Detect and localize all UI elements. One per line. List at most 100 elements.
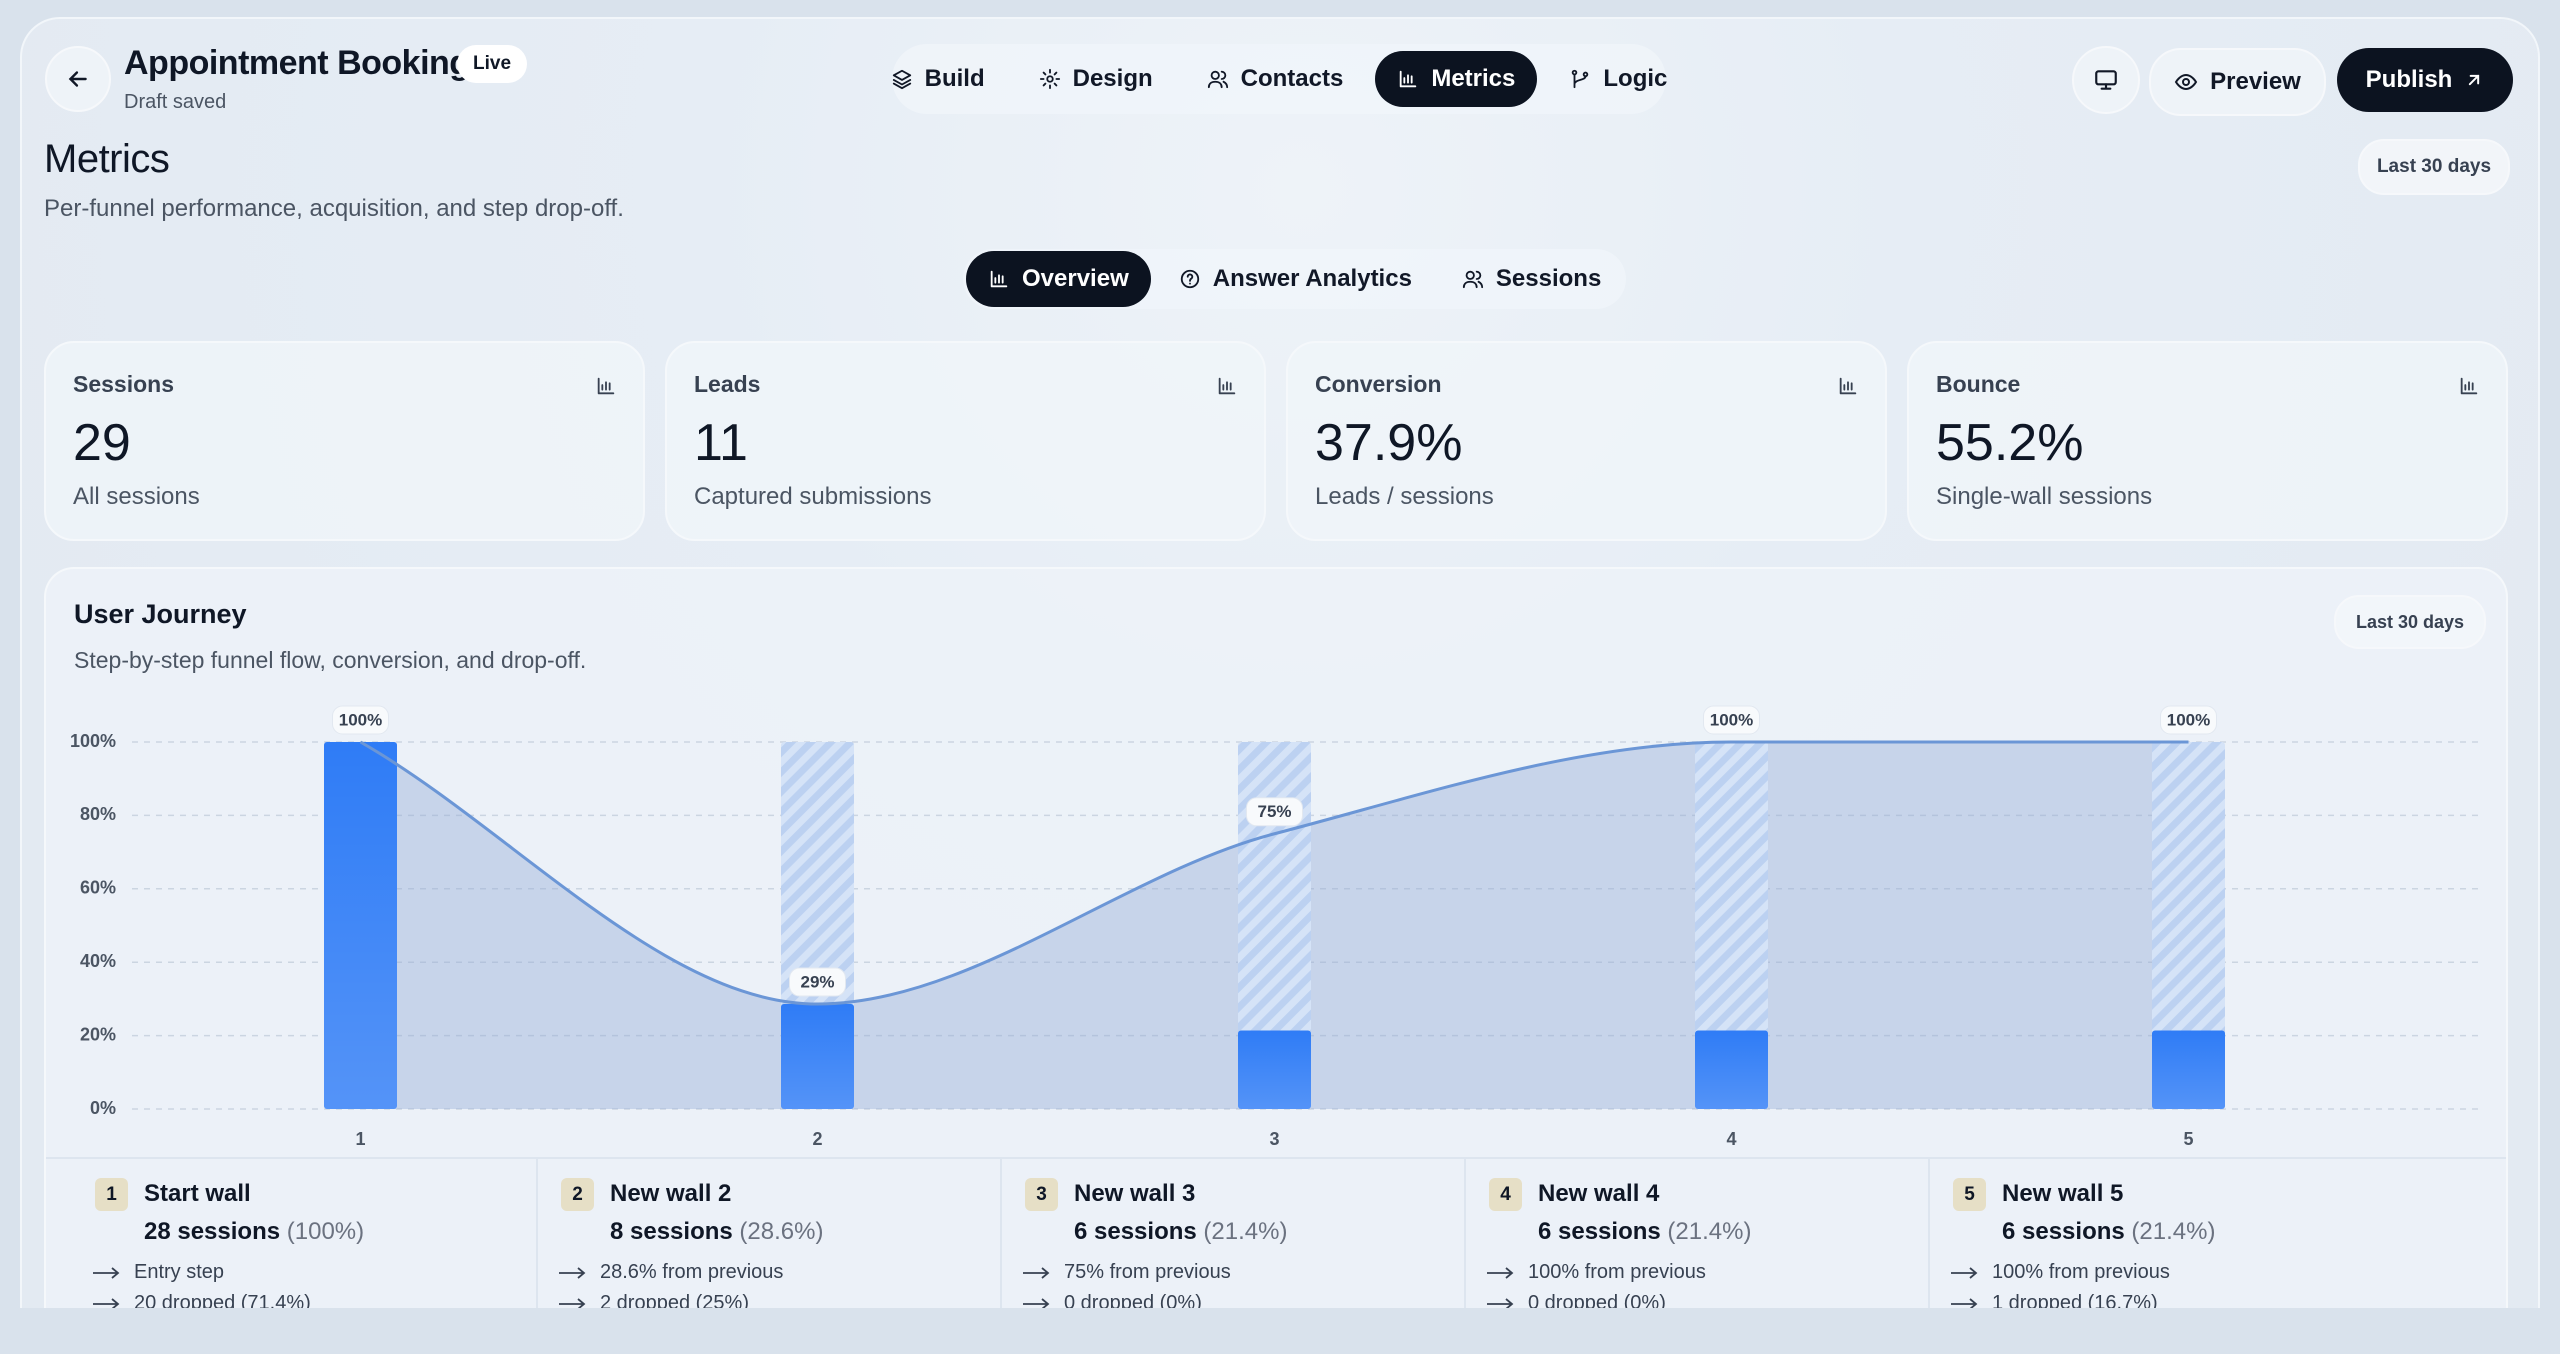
detail-text: 100% from previous	[1992, 1261, 2170, 1283]
step-detail: Entry step	[92, 1261, 224, 1284]
journey-range[interactable]: Last 30 days	[2334, 595, 2486, 649]
tab-icon	[990, 270, 1008, 288]
tab-icon	[1180, 269, 1199, 289]
tab-icon	[1039, 68, 1060, 90]
nav-tab[interactable]: Metrics	[1375, 51, 1538, 107]
step-detail: 28.6% from previous	[558, 1261, 783, 1284]
step-count: 6 sessions	[1074, 1218, 1197, 1245]
nav-tab[interactable]: Logic	[1547, 51, 1689, 107]
nav-tab[interactable]: Build	[869, 51, 1007, 107]
tab-label: Sessions	[1495, 265, 1602, 292]
step-detail: 1 dropped (16.7%)	[1950, 1292, 2158, 1308]
stat-value: 29	[73, 414, 131, 472]
detail-text: 75% from previous	[1064, 1261, 1231, 1283]
value-label-bg	[2160, 705, 2217, 735]
arrow-icon	[559, 1266, 586, 1279]
page-title: Metrics	[44, 137, 170, 181]
arrow-icon	[1023, 1266, 1050, 1279]
step-number: 2	[561, 1178, 594, 1211]
value-label: 100%	[339, 710, 382, 729]
bar-track	[1695, 742, 1768, 1109]
nav-tab[interactable]: Contacts	[1185, 51, 1366, 107]
bar-track	[1238, 742, 1311, 1109]
tab-label: Contacts	[1240, 65, 1344, 92]
page-subtitle: Per-funnel performance, acquisition, and…	[44, 195, 624, 222]
x-tick-label: 3	[1269, 1129, 1279, 1149]
step-detail: 75% from previous	[1022, 1261, 1231, 1284]
tab-label: Logic	[1603, 65, 1668, 92]
bar-track	[2152, 742, 2225, 1109]
step-card: 2 New wall 2 8 sessions (28.6%) 28.6% from …	[536, 1158, 1002, 1308]
stat-note: Single-wall sessions	[1936, 483, 2153, 510]
tab-icon	[1572, 69, 1589, 89]
step-name: New wall 4	[1538, 1180, 1660, 1207]
step-name: New wall 2	[610, 1180, 732, 1207]
detail-text: 0 dropped (0%)	[1528, 1292, 1666, 1308]
bar-sheen	[1695, 1030, 1768, 1109]
stat-value: 11	[694, 414, 748, 472]
stat-icon	[2458, 375, 2480, 402]
arrow-icon	[1951, 1266, 1978, 1279]
nav-tab[interactable]: Sessions	[1440, 251, 1623, 307]
stat-value: 37.9%	[1315, 414, 1463, 472]
nav-tab[interactable]: Answer Analytics	[1157, 251, 1434, 307]
tab-label: Design	[1072, 65, 1153, 92]
y-tick-label: 60%	[80, 878, 116, 898]
status-badge: Live	[457, 45, 528, 83]
y-tick-label: 20%	[80, 1024, 116, 1044]
range-button[interactable]: Last 30 days	[2358, 139, 2510, 195]
stat-card: Bounce 55.2% Single-wall sessions	[1907, 341, 2508, 541]
x-tick-label: 4	[1726, 1129, 1736, 1149]
step-sessions: 8 sessions (28.6%)	[610, 1218, 823, 1246]
step-number: 1	[95, 1178, 128, 1211]
arrow-icon	[1023, 1297, 1050, 1308]
stat-value: 55.2%	[1936, 414, 2084, 472]
stat-label: Sessions	[73, 371, 174, 397]
step-name: New wall 5	[2002, 1180, 2124, 1207]
stat-note: All sessions	[73, 483, 200, 510]
tab-label: Build	[924, 65, 985, 92]
step-detail: 100% from previous	[1486, 1261, 1706, 1284]
y-tick-label: 0%	[90, 1098, 116, 1118]
eye-icon	[2174, 73, 2198, 91]
step-number: 5	[1953, 1178, 1986, 1211]
step-detail: 2 dropped (25%)	[558, 1292, 749, 1308]
bar-sheen	[2152, 1030, 2225, 1109]
tab-icon	[1462, 270, 1484, 289]
value-label: 75%	[1257, 802, 1291, 821]
journey-title: User Journey	[74, 599, 247, 629]
stat-card: Sessions 29 All sessions	[44, 341, 645, 541]
step-share: (21.4%)	[1667, 1218, 1752, 1245]
arrow-icon	[1951, 1297, 1978, 1308]
value-label: 29%	[800, 973, 834, 992]
step-share: (100%)	[286, 1218, 365, 1245]
value-label: 100%	[2167, 710, 2210, 729]
arrow-icon	[1487, 1266, 1514, 1279]
step-count: 8 sessions	[610, 1218, 733, 1245]
preview-button[interactable]: Preview	[2149, 48, 2326, 116]
stat-icon	[1837, 375, 1859, 402]
nav-tab[interactable]: Overview	[966, 251, 1151, 307]
value-label-bg	[1703, 705, 1760, 735]
publish-button[interactable]: Publish	[2337, 48, 2513, 112]
step-name: New wall 3	[1074, 1180, 1196, 1207]
chart-icon	[2460, 377, 2478, 395]
step-detail: 0 dropped (0%)	[1022, 1292, 1202, 1308]
save-status: Draft saved	[124, 91, 227, 113]
bar-sheen	[781, 1004, 854, 1109]
journey-card: User Journey Step-by-step funnel flow, c…	[44, 567, 2508, 1308]
nav-tab[interactable]: Design	[1017, 51, 1175, 107]
step-count: 6 sessions	[1538, 1218, 1661, 1245]
value-label-bg	[1246, 797, 1303, 827]
tab-label: Answer Analytics	[1212, 265, 1412, 292]
device-button[interactable]	[2072, 46, 2140, 114]
step-card: 5 New wall 5 6 sessions (21.4%) 100% from p…	[1928, 1158, 2394, 1308]
step-count: 28 sessions	[144, 1218, 281, 1245]
tab-icon	[1207, 70, 1228, 89]
steps-divider	[46, 1157, 2506, 1159]
y-tick-label: 80%	[80, 804, 116, 824]
stat-card: Conversion 37.9% Leads / sessions	[1286, 341, 1887, 541]
detail-text: 20 dropped (71.4%)	[134, 1292, 311, 1308]
back-button[interactable]	[45, 46, 111, 112]
